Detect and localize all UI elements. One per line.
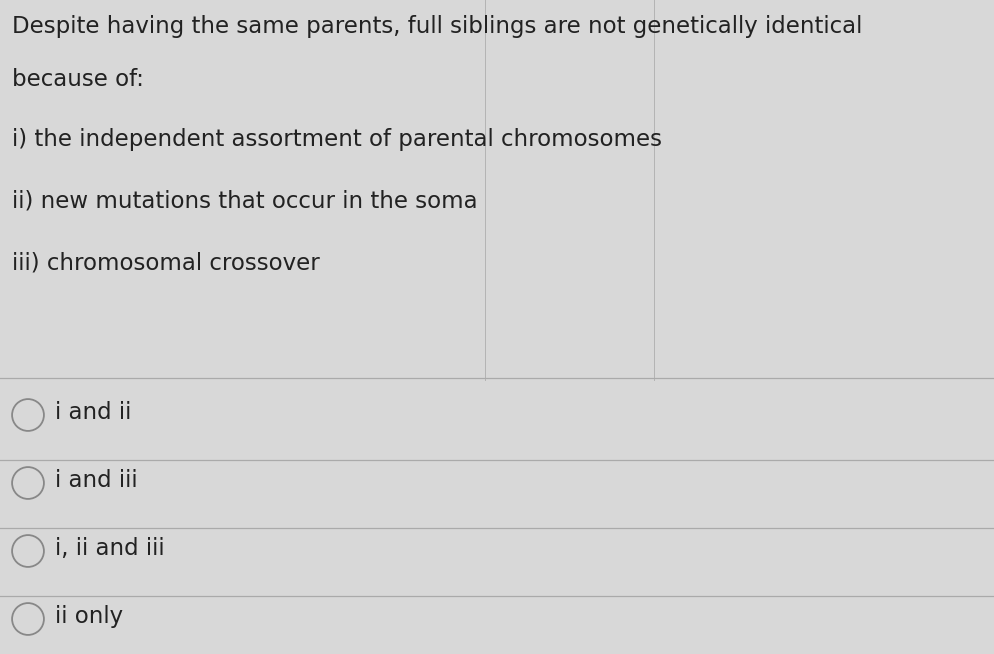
Text: ii) new mutations that occur in the soma: ii) new mutations that occur in the soma <box>12 190 477 213</box>
Text: i and iii: i and iii <box>55 469 137 492</box>
Text: ii only: ii only <box>55 605 123 628</box>
Text: i) the independent assortment of parental chromosomes: i) the independent assortment of parenta… <box>12 128 661 151</box>
Text: i and ii: i and ii <box>55 401 131 424</box>
Text: because of:: because of: <box>12 68 144 91</box>
Text: i, ii and iii: i, ii and iii <box>55 537 164 560</box>
Text: iii) chromosomal crossover: iii) chromosomal crossover <box>12 252 319 275</box>
Text: Despite having the same parents, full siblings are not genetically identical: Despite having the same parents, full si… <box>12 15 862 38</box>
